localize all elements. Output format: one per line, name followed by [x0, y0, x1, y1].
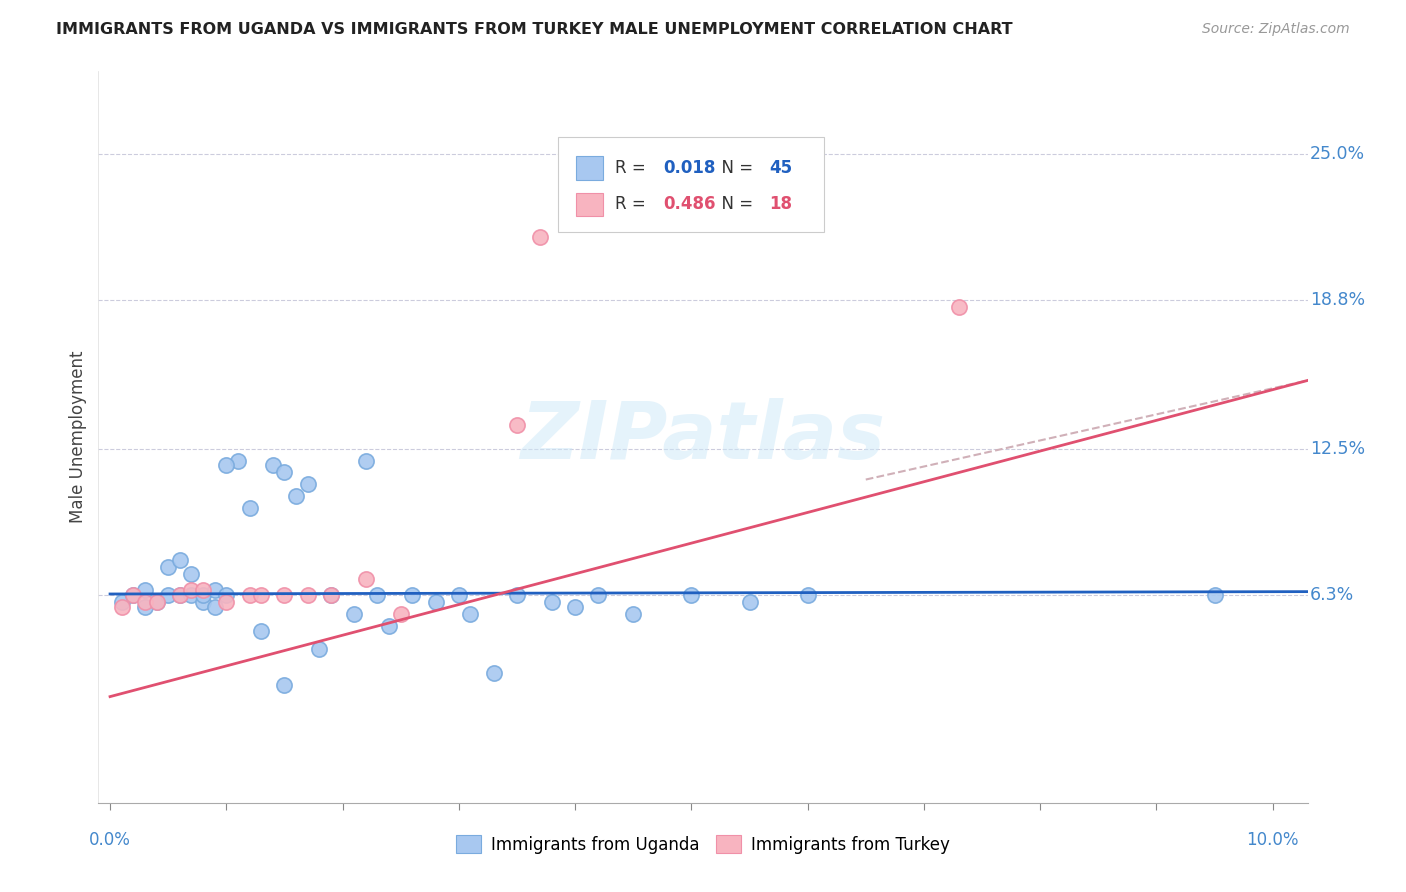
- FancyBboxPatch shape: [558, 137, 824, 232]
- FancyBboxPatch shape: [576, 193, 603, 216]
- Point: [169, 553, 191, 567]
- Point: [215, 595, 238, 609]
- Text: ZIPatlas: ZIPatlas: [520, 398, 886, 476]
- Point: [460, 607, 482, 621]
- Point: [297, 477, 319, 491]
- Point: [482, 666, 505, 681]
- Point: [319, 588, 342, 602]
- Legend: Immigrants from Uganda, Immigrants from Turkey: Immigrants from Uganda, Immigrants from …: [450, 829, 956, 860]
- Point: [250, 588, 273, 602]
- Point: [215, 458, 238, 473]
- Point: [506, 588, 529, 602]
- Point: [111, 595, 134, 609]
- Text: 6.3%: 6.3%: [1310, 586, 1354, 604]
- Point: [343, 607, 366, 621]
- Point: [191, 583, 214, 598]
- Text: 0.486: 0.486: [664, 195, 716, 213]
- Point: [273, 466, 295, 480]
- Point: [621, 607, 644, 621]
- Point: [738, 595, 761, 609]
- Text: IMMIGRANTS FROM UGANDA VS IMMIGRANTS FROM TURKEY MALE UNEMPLOYMENT CORRELATION C: IMMIGRANTS FROM UGANDA VS IMMIGRANTS FRO…: [56, 22, 1012, 37]
- Text: 25.0%: 25.0%: [1310, 145, 1365, 163]
- Text: 18: 18: [769, 195, 793, 213]
- Point: [169, 588, 191, 602]
- Point: [273, 588, 295, 602]
- Point: [308, 642, 330, 657]
- Point: [226, 453, 249, 467]
- Text: Source: ZipAtlas.com: Source: ZipAtlas.com: [1202, 22, 1350, 37]
- Point: [540, 595, 562, 609]
- Text: 12.5%: 12.5%: [1310, 440, 1365, 458]
- Point: [157, 559, 180, 574]
- Point: [285, 489, 308, 503]
- Point: [145, 595, 167, 609]
- Point: [273, 678, 295, 692]
- Point: [366, 588, 388, 602]
- Point: [564, 599, 586, 614]
- Point: [134, 599, 156, 614]
- Point: [297, 588, 319, 602]
- Point: [389, 607, 412, 621]
- Point: [180, 588, 202, 602]
- Point: [529, 229, 551, 244]
- Text: R =: R =: [614, 159, 651, 177]
- Point: [157, 588, 180, 602]
- Point: [262, 458, 284, 473]
- Text: N =: N =: [711, 195, 759, 213]
- Text: 0.0%: 0.0%: [89, 831, 131, 849]
- Text: 10.0%: 10.0%: [1247, 831, 1299, 849]
- Y-axis label: Male Unemployment: Male Unemployment: [69, 351, 87, 524]
- Point: [354, 453, 377, 467]
- Point: [134, 595, 156, 609]
- Point: [796, 588, 818, 602]
- Point: [145, 595, 167, 609]
- Point: [681, 588, 703, 602]
- Point: [401, 588, 423, 602]
- Point: [180, 566, 202, 581]
- Point: [191, 595, 214, 609]
- Text: 45: 45: [769, 159, 793, 177]
- Point: [425, 595, 447, 609]
- Point: [506, 418, 529, 433]
- Point: [134, 583, 156, 598]
- Point: [588, 588, 610, 602]
- Point: [111, 599, 134, 614]
- Point: [191, 588, 214, 602]
- Point: [378, 619, 401, 633]
- Point: [447, 588, 470, 602]
- Text: 0.018: 0.018: [664, 159, 716, 177]
- Point: [239, 500, 262, 515]
- Point: [354, 572, 377, 586]
- Point: [204, 583, 226, 598]
- Point: [250, 624, 273, 638]
- Point: [180, 583, 202, 598]
- Point: [1204, 588, 1226, 602]
- Point: [122, 588, 145, 602]
- FancyBboxPatch shape: [576, 156, 603, 179]
- Point: [215, 588, 238, 602]
- Point: [169, 588, 191, 602]
- Text: 18.8%: 18.8%: [1310, 291, 1365, 310]
- Text: N =: N =: [711, 159, 759, 177]
- Point: [122, 588, 145, 602]
- Point: [239, 588, 262, 602]
- Text: R =: R =: [614, 195, 651, 213]
- Point: [948, 301, 970, 315]
- Point: [319, 588, 342, 602]
- Point: [204, 599, 226, 614]
